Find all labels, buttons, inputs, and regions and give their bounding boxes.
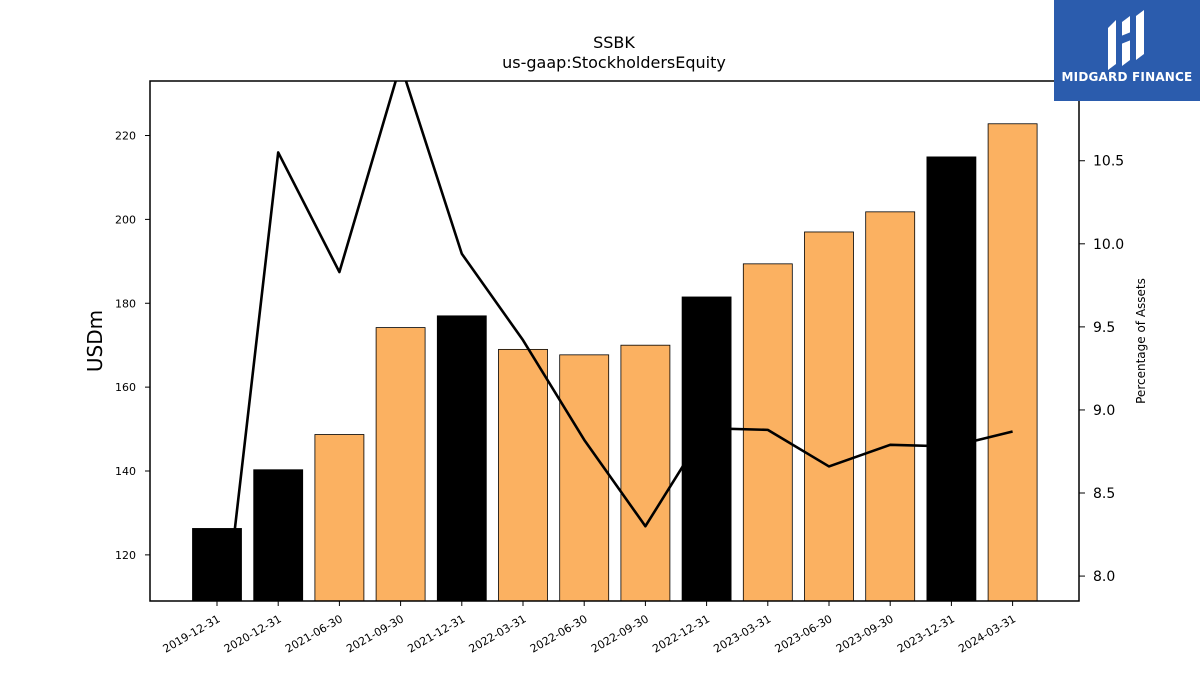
x-tick-label: 2022-03-31 — [467, 612, 529, 655]
bar-2024-03-31 — [987, 123, 1038, 602]
x-tick-label: 2023-03-31 — [711, 612, 773, 655]
x-tick-label: 2021-06-30 — [283, 612, 345, 655]
x-tick-label: 2022-12-31 — [650, 612, 712, 655]
left-axis-label: USDm — [83, 310, 107, 372]
line-layer — [225, 81, 1013, 601]
brand-mark-icon — [1108, 10, 1144, 70]
plot-frame — [149, 80, 1080, 602]
left-tick-label: 140 — [115, 465, 136, 478]
x-tick-label: 2021-09-30 — [344, 612, 406, 655]
chart-title: SSBK — [593, 33, 635, 52]
percentage-line — [225, 81, 1013, 601]
bar-2021-06-30 — [314, 434, 365, 602]
right-tick-label: 9.5 — [1093, 320, 1115, 336]
left-tick-label: 200 — [115, 213, 136, 226]
x-tick-label: 2024-03-31 — [956, 612, 1018, 655]
bar-2022-12-31 — [681, 296, 732, 602]
chart-subtitle: us-gaap:StockholdersEquity — [502, 53, 726, 72]
brand-name: MIDGARD FINANCE — [1061, 70, 1193, 84]
x-tick-label: 2023-06-30 — [773, 612, 835, 655]
bar-2021-09-30 — [375, 327, 426, 602]
left-tick-label: 180 — [115, 297, 136, 310]
x-tick-label: 2020-12-31 — [222, 612, 284, 655]
bar-2021-12-31 — [436, 315, 487, 602]
bar-2022-03-31 — [498, 348, 548, 602]
left-tick-label: 120 — [115, 549, 136, 562]
bar-2022-06-30 — [559, 354, 610, 602]
bar-group — [192, 123, 1038, 602]
x-tick-label: 2019-12-31 — [161, 612, 223, 655]
x-axis: 2019-12-31 2020-12-31 2021-06-30 2021-09-30… — [161, 601, 1018, 656]
bar-2023-12-31 — [926, 156, 977, 602]
bar-2023-03-31 — [742, 263, 793, 602]
x-tick-label: 2023-12-31 — [895, 612, 957, 655]
right-tick-label: 10.0 — [1093, 237, 1124, 253]
bar-2022-09-30 — [620, 344, 671, 602]
x-tick-label: 2021-12-31 — [405, 612, 467, 655]
x-tick-label: 2022-06-30 — [528, 612, 590, 655]
right-tick-label: 9.0 — [1093, 403, 1115, 419]
right-axis: 8.0 8.5 9.0 9.5 10.0 10.5 — [1079, 154, 1124, 585]
left-axis: 120 140 160 180 200 220 — [115, 130, 150, 562]
right-tick-label: 8.0 — [1093, 569, 1115, 585]
brand-logo: MIDGARD FINANCE — [1054, 0, 1200, 101]
bar-2020-12-31 — [253, 469, 304, 602]
bar-2023-06-30 — [804, 231, 854, 602]
bar-2023-09-30 — [865, 211, 916, 602]
left-tick-label: 220 — [115, 130, 136, 143]
left-tick-label: 160 — [115, 381, 136, 394]
right-axis-label: Percentage of Assets — [1134, 278, 1148, 404]
right-tick-label: 10.5 — [1093, 154, 1124, 170]
x-tick-label: 2022-09-30 — [589, 612, 651, 655]
x-tick-label: 2023-09-30 — [834, 612, 896, 655]
right-tick-label: 8.5 — [1093, 486, 1115, 502]
